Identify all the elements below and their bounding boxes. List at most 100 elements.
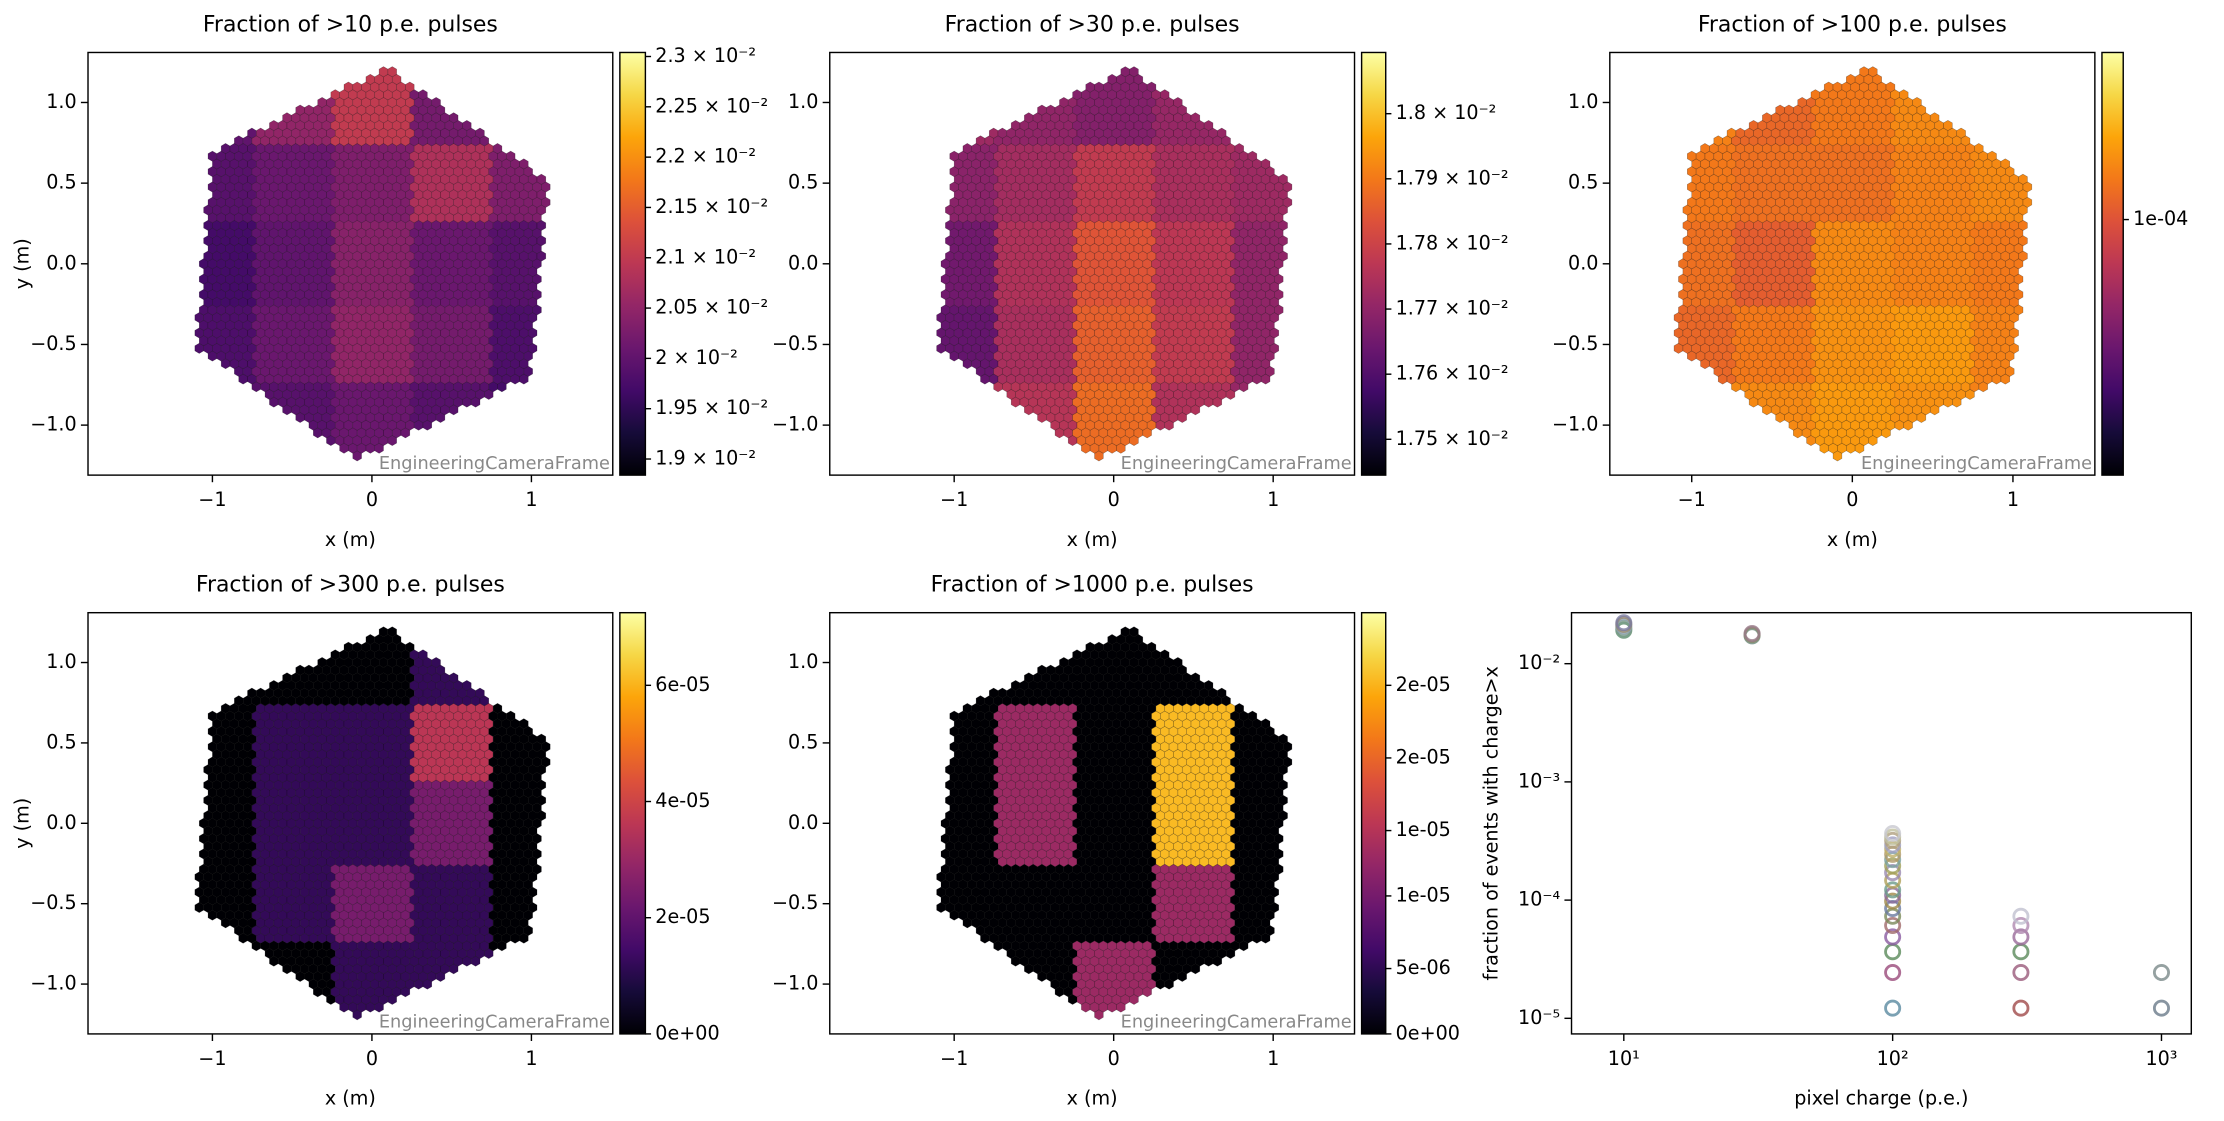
camera-pixel — [256, 127, 266, 139]
chart-title: Fraction of >10 p.e. pulses — [203, 13, 498, 38]
x-axis-label: x (m) — [325, 528, 376, 551]
y-tick-label: 1.0 — [46, 90, 76, 113]
camera-pixel — [1762, 112, 1772, 124]
camera-pixel — [1726, 127, 1737, 139]
camera-pixel — [378, 66, 389, 78]
camera-pixel — [1929, 112, 1940, 124]
camera-pixel — [207, 150, 218, 162]
colorbar — [619, 51, 647, 476]
camera-pixel — [975, 135, 986, 147]
camera-pixel — [387, 66, 397, 78]
camera-pixel — [1687, 150, 1697, 162]
camera-pixel — [1943, 120, 1953, 131]
colorbar-tick-label: 2.2 × 10⁻² — [655, 145, 756, 168]
chart-title: Fraction of >30 p.e. pulses — [945, 13, 1240, 38]
camera-pixel — [282, 112, 292, 124]
camera-pixel — [1868, 66, 1878, 78]
camera-pixel — [1974, 143, 1984, 154]
camera-pixel — [247, 127, 257, 139]
camera-pixel — [997, 127, 1008, 139]
camera-pixel — [519, 158, 529, 170]
colorbar-tick-label: 1.75 × 10⁻² — [1396, 427, 1509, 450]
camera-pixel — [317, 96, 327, 108]
colorbar-tick-label: 1.78 × 10⁻² — [1396, 231, 1509, 254]
camera-pixel — [330, 89, 340, 101]
camera-pixel — [1748, 120, 1759, 131]
camera-pixel — [536, 173, 547, 185]
y-tick-label: −1.0 — [772, 413, 818, 436]
camera-pixel — [949, 150, 959, 162]
y-tick-label: 0.0 — [788, 251, 818, 274]
colorbar-tick-label: 2.15 × 10⁻² — [655, 195, 768, 218]
x-tick-label: 1 — [2007, 488, 2019, 511]
camera-pixel — [475, 127, 485, 139]
colorbar-tick-label: 1e-04 — [2133, 207, 2188, 230]
colorbar-tick-label: 2.1 × 10⁻² — [655, 245, 756, 268]
x-tick-label: 1 — [525, 488, 537, 511]
camera-pixel — [1120, 66, 1130, 78]
camera-pixel — [2018, 173, 2028, 185]
camera-pixel — [449, 112, 459, 124]
camera-pixel — [1094, 81, 1104, 93]
colorbar-tick-label: 1.76 × 10⁻² — [1396, 362, 1509, 385]
camera-pixel — [1024, 112, 1034, 124]
y-axis-label: y (m) — [10, 238, 33, 289]
camera-pixel — [1173, 96, 1183, 108]
camera-pixel — [295, 104, 305, 116]
colorbar-tick-label: 2.05 × 10⁻² — [655, 296, 768, 319]
chart-title: Fraction of >100 p.e. pulses — [1698, 13, 2007, 38]
camera-pixel — [1010, 120, 1021, 131]
camera-pixel — [1846, 73, 1856, 85]
camera-pixel — [492, 143, 503, 154]
camera-pixel — [1775, 104, 1785, 116]
camera-pixel — [352, 81, 362, 93]
camera-pixel — [405, 81, 415, 93]
y-tick-label: 1.0 — [788, 90, 818, 113]
y-tick-label: 0.5 — [46, 171, 76, 194]
frame-label: EngineeringCameraFrame — [1121, 454, 1352, 474]
x-axis-label: x (m) — [1827, 528, 1878, 551]
camera-pixel — [1810, 89, 1821, 101]
x-tick-label: 0 — [1846, 488, 1858, 511]
camera-pixel — [431, 96, 441, 108]
camera-pixel — [506, 150, 516, 162]
y-tick-label: −0.5 — [1552, 332, 1598, 355]
camera-pixel — [1146, 81, 1157, 93]
camera-pixel — [1107, 73, 1117, 85]
camera-pixel — [343, 81, 354, 93]
camera-pixel — [1203, 120, 1214, 131]
colorbar-tick-label: 1.79 × 10⁻² — [1396, 166, 1509, 189]
camera-pixel — [1956, 127, 1966, 139]
x-tick-label: −1 — [1678, 488, 1706, 511]
camera-pixel — [1885, 81, 1896, 93]
x-axis-label: x (m) — [1067, 528, 1118, 551]
camera-pixel — [1234, 143, 1244, 154]
y-tick-label: 0.0 — [46, 251, 76, 274]
camera-pixel — [1085, 81, 1095, 93]
camera-pixel — [1217, 127, 1227, 139]
camera-pixel — [1247, 150, 1258, 162]
camera-pixel — [1859, 66, 1869, 78]
camera-pixel — [220, 143, 231, 154]
colorbar-tick-label: 1.95 × 10⁻² — [655, 396, 768, 419]
x-tick-label: 0 — [366, 488, 378, 511]
camera-pixel — [269, 120, 279, 131]
camera-pixel — [1912, 96, 1922, 108]
y-tick-label: −1.0 — [1552, 413, 1598, 436]
camera-pixel — [462, 120, 472, 131]
camera-pixel — [304, 104, 314, 116]
colorbar — [1360, 51, 1387, 476]
y-tick-label: −1.0 — [30, 413, 76, 436]
camera-pixel — [1735, 127, 1746, 139]
y-tick-label: −0.5 — [772, 332, 818, 355]
camera-pixel — [1072, 89, 1082, 101]
camera-pixel — [418, 89, 428, 101]
colorbar-tick-label: 2.3 × 10⁻² — [655, 44, 756, 67]
frame-label: EngineeringCameraFrame — [1861, 454, 2092, 474]
camera-pixel — [1046, 104, 1056, 116]
colorbar-tick-label: 1.9 × 10⁻² — [655, 447, 756, 470]
camera-pixel — [962, 143, 973, 154]
camera-pixel — [1129, 66, 1139, 78]
